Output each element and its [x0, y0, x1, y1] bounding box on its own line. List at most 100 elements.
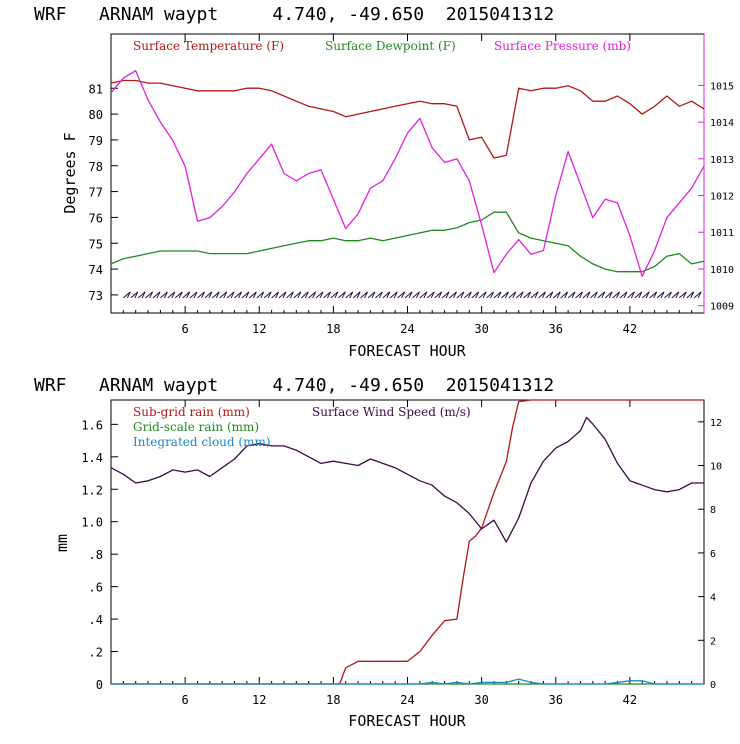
wind-barb [552, 291, 561, 299]
top-series-group [110, 70, 705, 277]
bottom-x-tick-label: 24 [400, 693, 414, 707]
wind-barb [634, 291, 643, 299]
bottom-y2-tick-label: 4 [710, 593, 716, 604]
wind-barb [419, 291, 428, 299]
bottom-x-tick-label: 36 [549, 693, 563, 707]
top-y-tick-label: 79 [89, 134, 103, 148]
wind-barb [560, 291, 569, 299]
wind-barb-flag [668, 291, 672, 299]
wind-barb-flag [490, 291, 495, 299]
wind-barb [686, 291, 695, 299]
wind-barb-flag [334, 291, 339, 299]
bottom-x-tick-label: 18 [326, 693, 340, 707]
bottom-y-tick-label: 0 [96, 678, 103, 692]
legend-subgrid-rain: Sub-grid rain (mm) [133, 405, 250, 419]
wind-barb-flag [275, 291, 280, 299]
wind-barb [211, 291, 220, 299]
bottom-x-tick-label: 6 [182, 693, 189, 707]
top-y2-tick-label: 1012 [710, 192, 734, 203]
wind-barb [627, 291, 635, 299]
wind-barb [271, 291, 279, 299]
wind-barb [256, 291, 265, 299]
wind-barb [360, 291, 368, 299]
wind-barb-flag [467, 291, 472, 299]
legend-surface-dewpoint: Surface Dewpoint (F) [325, 39, 456, 53]
wind-barb-flag [512, 291, 517, 299]
bottom-x-tick-label: 12 [252, 693, 266, 707]
legend-gridscale-rain: Grid-scale rain (mm) [133, 420, 259, 434]
bottom-x-tick-label: 30 [474, 693, 488, 707]
wind-barb [145, 291, 153, 299]
wind-barb-flag [527, 291, 532, 299]
wind-barb-flag [534, 291, 539, 299]
bottom-y-tick-label: .2 [89, 646, 103, 660]
series-line-integrated-cloud-mm [111, 678, 704, 685]
series-line-surface-temperature-f [110, 79, 705, 159]
wind-barb-flag [482, 291, 487, 299]
wind-barb [397, 291, 405, 299]
wind-barb [471, 291, 480, 299]
bottom-y2-tick-label: 6 [710, 549, 716, 560]
wind-barb [426, 291, 435, 299]
wind-barb-flag [327, 291, 331, 299]
bottom-series-group [110, 399, 704, 685]
top-x-tick-label: 24 [400, 322, 414, 336]
wind-barb-flag [423, 291, 428, 299]
wind-barb-flag [475, 291, 480, 299]
series-line-surface-dewpoint-f [110, 211, 705, 273]
wind-barb-flag [690, 291, 695, 299]
wind-barb [449, 291, 457, 299]
wind-barb [137, 291, 146, 299]
bottom-x-tick-label: 42 [623, 693, 637, 707]
wind-barb [130, 291, 139, 299]
wind-barb [538, 291, 546, 299]
wind-barb [434, 291, 443, 299]
bottom-y2-tick-label: 2 [710, 636, 716, 647]
wind-barb-flag [349, 291, 354, 299]
wind-barb [575, 291, 583, 299]
bottom-y2-tick-label: 8 [710, 505, 716, 516]
bottom-y-tick-label: .6 [89, 581, 103, 595]
wind-barb [293, 291, 302, 299]
bottom-y-tick-label: .8 [89, 548, 103, 562]
wind-barb [486, 291, 494, 299]
wind-barb-flag [371, 291, 376, 299]
wind-barb [241, 291, 250, 299]
wind-barb [123, 291, 131, 299]
wind-barb-flag [267, 291, 272, 299]
wind-barb-flag [630, 291, 635, 299]
wind-barb-flag [156, 291, 161, 299]
wind-barb-flag [460, 291, 465, 299]
top-x-tick-label: 36 [549, 322, 563, 336]
top-y2-tick-label: 1015 [710, 81, 734, 92]
wind-barb-flag [453, 291, 457, 299]
wind-barb [597, 291, 606, 299]
wind-barb [352, 291, 361, 299]
wind-barb-flag [378, 291, 383, 299]
wind-barb-flag [193, 291, 198, 299]
top-y-axis-label: Degrees F [61, 132, 79, 213]
wind-barb-flag [289, 291, 294, 299]
top-x-tick-label: 6 [182, 322, 189, 336]
wind-barb-flag [386, 291, 391, 299]
wind-barb [590, 291, 598, 299]
series-line-surface-pressure-mb [110, 70, 705, 277]
top-x-axis-label: FORECAST HOUR [348, 342, 466, 360]
top-y-tick-label: 76 [89, 211, 103, 225]
bottom-y2-tick-label: 0 [710, 680, 716, 691]
wind-barb-flag [586, 291, 591, 299]
wind-barb [567, 291, 576, 299]
wind-barb-flag [252, 291, 257, 299]
wind-barb [152, 291, 161, 299]
wind-barb [323, 291, 331, 299]
bottom-y-axis-label: mm [53, 534, 71, 552]
wind-barb [345, 291, 354, 299]
wind-barb [671, 291, 680, 299]
wind-barb-flag [230, 291, 235, 299]
series-line-surface-wind-speed-m-s [110, 416, 704, 543]
wind-barb [189, 291, 198, 299]
wind-barb-flag [319, 291, 324, 299]
wind-barb-flag [178, 291, 183, 299]
bottom-chart-title: WRF ARNAM waypt 4.740, -49.650 201504131… [34, 375, 554, 396]
